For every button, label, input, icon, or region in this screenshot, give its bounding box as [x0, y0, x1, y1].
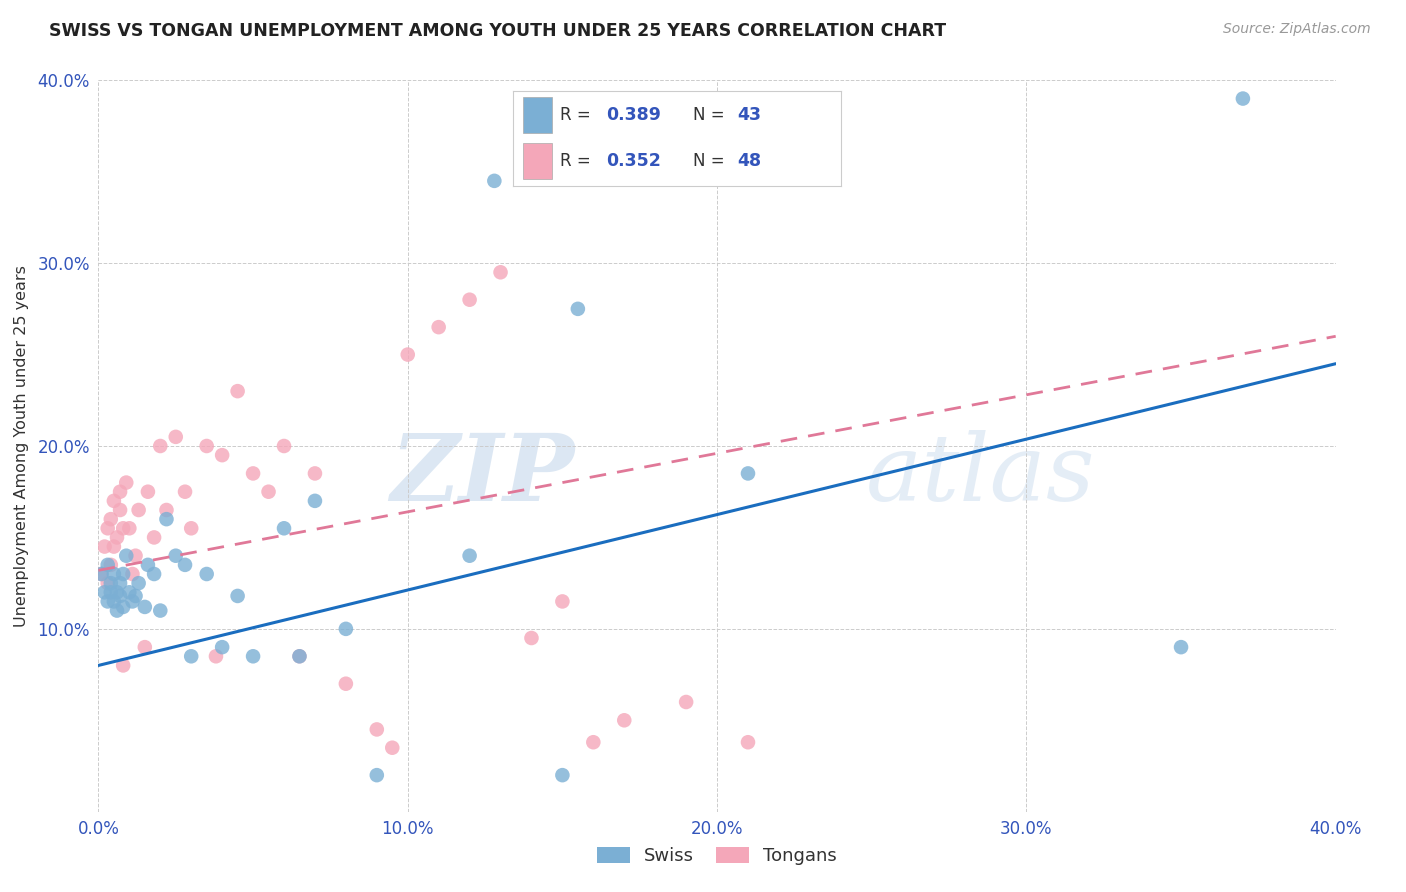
Point: [273, 521, 295, 535]
Point: [205, 649, 228, 664]
Point: [134, 640, 156, 655]
Point: [100, 512, 122, 526]
Point: [136, 558, 159, 572]
Point: [458, 293, 481, 307]
Point: [103, 540, 125, 554]
Point: [180, 521, 202, 535]
Point: [180, 649, 202, 664]
Point: [124, 589, 146, 603]
Point: [90, 567, 112, 582]
Point: [103, 594, 125, 608]
Point: [381, 740, 404, 755]
Point: [149, 439, 172, 453]
Point: [1170, 640, 1192, 655]
Point: [105, 603, 128, 617]
Point: [458, 549, 481, 563]
Point: [1232, 92, 1254, 106]
Point: [103, 493, 125, 508]
Y-axis label: Unemployment Among Youth under 25 years: Unemployment Among Youth under 25 years: [14, 265, 30, 627]
Point: [675, 695, 697, 709]
Text: ZIP: ZIP: [391, 430, 575, 520]
Point: [93, 540, 115, 554]
Point: [613, 714, 636, 728]
Point: [551, 768, 574, 782]
Point: [112, 599, 135, 614]
Text: atlas: atlas: [866, 430, 1095, 520]
Text: Source: ZipAtlas.com: Source: ZipAtlas.com: [1223, 22, 1371, 37]
Point: [366, 768, 388, 782]
Point: [551, 594, 574, 608]
Point: [112, 658, 135, 673]
Point: [93, 585, 115, 599]
Point: [174, 484, 197, 499]
Point: [165, 430, 187, 444]
Point: [136, 484, 159, 499]
Point: [257, 484, 280, 499]
Point: [155, 503, 177, 517]
Point: [396, 348, 419, 362]
Point: [582, 735, 605, 749]
Point: [100, 558, 122, 572]
Point: [115, 549, 138, 563]
Point: [211, 640, 233, 655]
Point: [174, 558, 197, 572]
Point: [128, 503, 150, 517]
Point: [211, 448, 233, 462]
Point: [143, 530, 166, 544]
Point: [737, 467, 759, 481]
Point: [108, 503, 131, 517]
Point: [134, 599, 156, 614]
Point: [103, 567, 125, 582]
Point: [165, 549, 187, 563]
Point: [226, 384, 249, 399]
Point: [97, 594, 120, 608]
Point: [121, 594, 143, 608]
Point: [121, 567, 143, 582]
Point: [489, 265, 512, 279]
Point: [128, 576, 150, 591]
Point: [90, 567, 112, 582]
Legend: Swiss, Tongans: Swiss, Tongans: [591, 839, 844, 872]
Point: [226, 589, 249, 603]
Point: [112, 567, 135, 582]
Point: [100, 576, 122, 591]
Point: [288, 649, 311, 664]
Point: [366, 723, 388, 737]
Point: [108, 589, 131, 603]
Point: [288, 649, 311, 664]
Point: [427, 320, 450, 334]
Point: [115, 475, 138, 490]
Point: [97, 558, 120, 572]
Point: [108, 576, 131, 591]
Point: [273, 439, 295, 453]
Text: SWISS VS TONGAN UNEMPLOYMENT AMONG YOUTH UNDER 25 YEARS CORRELATION CHART: SWISS VS TONGAN UNEMPLOYMENT AMONG YOUTH…: [49, 22, 946, 40]
Point: [105, 530, 128, 544]
Point: [97, 576, 120, 591]
Point: [108, 484, 131, 499]
Point: [124, 549, 146, 563]
Point: [304, 493, 326, 508]
Point: [118, 585, 141, 599]
Point: [520, 631, 543, 645]
Point: [155, 512, 177, 526]
Point: [105, 585, 128, 599]
Point: [567, 301, 589, 316]
Point: [242, 649, 264, 664]
Point: [97, 521, 120, 535]
Point: [149, 603, 172, 617]
Point: [737, 735, 759, 749]
Point: [242, 467, 264, 481]
Point: [143, 567, 166, 582]
Point: [100, 585, 122, 599]
Point: [335, 676, 357, 690]
Point: [304, 467, 326, 481]
Point: [195, 439, 218, 453]
Point: [484, 174, 506, 188]
Point: [195, 567, 218, 582]
Point: [112, 521, 135, 535]
Point: [118, 521, 141, 535]
Point: [335, 622, 357, 636]
